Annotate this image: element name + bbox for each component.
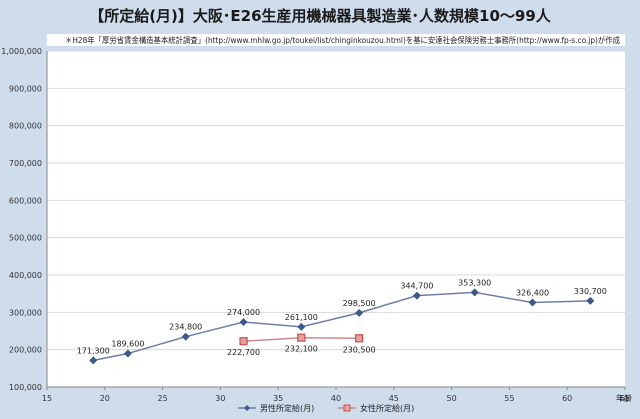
x-tick-label: 15 [42, 394, 52, 403]
data-point [89, 356, 98, 365]
data-point [297, 333, 306, 342]
data-point [239, 318, 248, 326]
data-point [239, 337, 248, 346]
data-label: 274,000 [227, 308, 260, 317]
data-point [297, 322, 306, 331]
x-tick-label: 25 [158, 394, 168, 403]
x-tick-label: 20 [100, 394, 110, 403]
legend-label-1: 女性所定給(月) [360, 403, 414, 413]
x-tick-label: 40 [331, 394, 341, 403]
x-tick-label: 55 [504, 394, 514, 403]
y-tick-label: 300,000 [9, 308, 42, 317]
y-tick-label: 100,000 [9, 383, 42, 392]
data-point [586, 296, 595, 305]
x-tick-label: 30 [215, 394, 225, 403]
x-tick-label: 60 [562, 394, 572, 403]
series-line-0 [93, 291, 591, 362]
data-point [181, 332, 190, 341]
data-label: 189,600 [111, 340, 144, 349]
source-note-box [47, 34, 625, 46]
y-tick-label: 700,000 [9, 159, 42, 168]
y-tick-label: 500,000 [9, 234, 42, 243]
data-label: 353,300 [458, 278, 491, 287]
y-tick-label: 1,000,000 [1, 47, 42, 56]
series-layer [89, 288, 595, 365]
y-tick-label: 900,000 [9, 84, 42, 93]
data-label: 261,100 [285, 313, 318, 322]
x-tick-label: 35 [273, 394, 283, 403]
data-label: 234,800 [169, 323, 202, 332]
y-tick-label: 400,000 [9, 271, 42, 280]
y-tick-label: 800,000 [9, 122, 42, 131]
legend-label-0: 男性所定給(月) [260, 403, 314, 413]
data-label: 222,700 [227, 348, 260, 357]
grid-layer [46, 50, 626, 390]
x-tick-label: 50 [447, 394, 457, 403]
tick-layer: 100,000 200,000 300,000 400,000 500,000 600,0… [1, 47, 630, 403]
legend: 男性所定給(月) 女性所定給(月) [238, 403, 414, 413]
data-label: 326,400 [516, 288, 549, 297]
x-tick-label: 65 [620, 394, 630, 403]
data-label: 171,300 [77, 346, 110, 355]
data-label: 230,500 [343, 345, 376, 354]
data-label: 298,500 [343, 299, 376, 308]
data-point [355, 308, 364, 317]
data-point [123, 349, 132, 358]
data-label: 232,100 [285, 345, 318, 354]
data-point [412, 291, 421, 300]
legend-marker-1 [343, 404, 351, 412]
data-label: 344,700 [400, 282, 433, 291]
data-point [528, 298, 537, 307]
y-tick-label: 600,000 [9, 196, 42, 205]
legend-marker-0 [244, 405, 250, 411]
x-tick-label: 45 [389, 394, 399, 403]
plot-area [47, 51, 625, 387]
data-point [355, 334, 364, 343]
y-tick-label: 200,000 [9, 346, 42, 355]
data-label: 330,700 [574, 287, 607, 296]
source-note: ＊H28年「厚労省賃金構造基本統計調査」(http://www.mhlw.go.… [65, 35, 620, 45]
x-axis-label: 年齢 [616, 393, 632, 403]
chart-title: 【所定給(月)】大阪･E26生産用機械器具製造業･人数規模10～99人 [89, 7, 552, 25]
data-point [470, 288, 479, 297]
